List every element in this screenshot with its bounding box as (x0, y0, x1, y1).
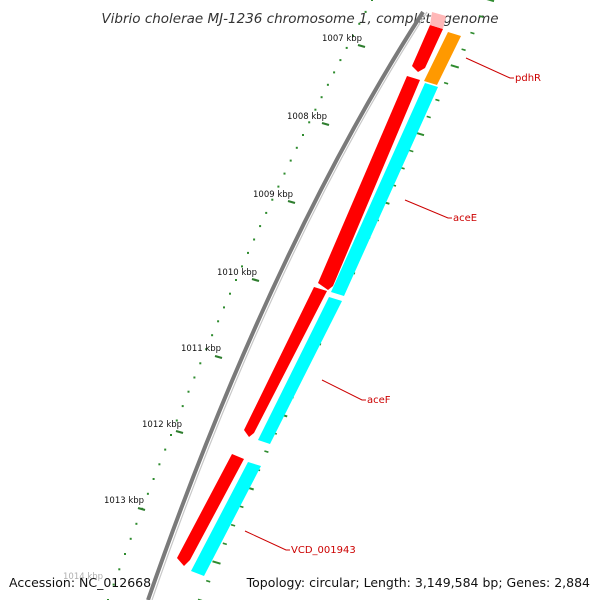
ruler-dot (135, 522, 138, 525)
gene-label-aceE: aceE (453, 213, 477, 224)
gene-labels: pdhR aceE aceF VCD_001943 (291, 73, 541, 556)
ruler-dot (181, 405, 184, 408)
ruler-dot (146, 492, 149, 495)
ruler-dot (259, 225, 262, 228)
ruler-dot (326, 83, 329, 86)
ruler-dot (235, 279, 237, 281)
kbp-label: 1013 kbp (104, 496, 144, 506)
ruler-dot (164, 448, 167, 451)
accession-text: Accession: NC_012668 (9, 575, 152, 590)
ruler-dot (314, 108, 317, 111)
forward-strand-genes (177, 12, 446, 566)
ruler-dot (308, 121, 311, 124)
inner-tick (450, 64, 460, 69)
ruler-dot (217, 320, 220, 323)
ruler-dot (295, 146, 298, 149)
gene-aceE-forward (318, 76, 420, 290)
callout-pdhR (465, 57, 514, 79)
ruler-dot (265, 211, 268, 214)
ruler-dot (302, 134, 304, 136)
ruler-dot (152, 478, 155, 480)
ruler-dot (112, 583, 115, 586)
ruler-dot (371, 0, 373, 1)
kbp-label: 1014 kbp (63, 572, 103, 582)
gene-pdhR-upstream-light (430, 12, 446, 29)
kbp-ticks (137, 43, 366, 512)
kbp-label: 1012 kbp (142, 420, 182, 430)
inner-tick (409, 149, 414, 153)
inner-ticks (197, 0, 495, 600)
gene-aceF-reverse (258, 297, 342, 444)
inner-tick (222, 542, 228, 546)
inner-tick (264, 450, 269, 453)
kbp-label: 1009 kbp (253, 190, 293, 200)
chromosome-backbone (146, 10, 425, 600)
ruler-dots (107, 0, 373, 600)
ruler-dot (223, 306, 225, 309)
inner-tick (486, 0, 495, 3)
gene-VCD_001943-forward (177, 454, 244, 566)
ruler-dot (339, 59, 342, 62)
inner-tick (205, 579, 211, 583)
gene-aceF-forward (244, 287, 327, 437)
gene-VCD_001943-reverse (191, 462, 261, 576)
ruler-dot (364, 10, 367, 13)
inner-tick (435, 98, 440, 102)
gene-label-VCD_001943: VCD_001943 (291, 545, 356, 556)
gene-label-pdhR: pdhR (515, 73, 541, 84)
kbp-label: 1010 kbp (217, 268, 257, 278)
gene-pdhR-upstream-forward (412, 25, 443, 72)
map-title: Vibrio cholerae MJ-1236 chromosome 1, co… (101, 11, 498, 27)
ruler-dot (193, 376, 196, 379)
callout-aceF (321, 379, 366, 401)
inner-tick (470, 31, 475, 35)
inner-tick (212, 560, 221, 565)
ruler-dot (158, 463, 161, 466)
ruler-dot (345, 46, 348, 49)
ruler-dot (283, 172, 286, 175)
kbp-label: 1008 kbp (287, 112, 327, 122)
ruler-dot (277, 185, 280, 188)
gene-label-aceF: aceF (367, 395, 391, 406)
backbone-highlight (151, 11, 428, 600)
callout-VCD_001943 (244, 530, 290, 551)
gene-callouts (244, 57, 514, 551)
ruler-dot (118, 568, 121, 571)
ruler-dot (124, 553, 126, 555)
kbp-label: 1007 kbp (322, 34, 362, 44)
ruler-dot (247, 251, 249, 254)
inner-tick (230, 523, 236, 527)
ruler-dot (187, 390, 190, 393)
ruler-dot (170, 434, 172, 436)
ruler-dot (333, 71, 336, 74)
callout-aceE (404, 199, 452, 219)
inner-tick (461, 48, 466, 52)
inner-tick (415, 131, 425, 137)
ruler-dot (253, 238, 256, 241)
ruler-dot (358, 22, 361, 25)
gene-pdhR (424, 32, 461, 85)
ruler-dot (205, 348, 208, 351)
ruler-dot (199, 362, 202, 365)
ruler-dot (352, 34, 354, 37)
genome-summary-text: Topology: circular; Length: 3,149,584 bp… (246, 575, 590, 590)
ruler-dot (175, 419, 178, 422)
inner-tick (443, 81, 449, 85)
ruler-dot (241, 265, 243, 268)
kbp-labels: 1007 kbp 1008 kbp 1009 kbp 1010 kbp 1011… (63, 34, 362, 582)
ruler-dot (271, 198, 274, 201)
ruler-dot (320, 96, 323, 99)
kbp-label: 1011 kbp (181, 344, 221, 354)
ruler-dot (129, 537, 132, 540)
ruler-dot (229, 292, 231, 295)
ruler-dot (211, 334, 214, 337)
ruler-dot (289, 159, 292, 162)
inner-tick (478, 15, 484, 18)
reverse-strand-genes (191, 32, 461, 576)
inner-tick (426, 115, 431, 119)
gene-aceE-reverse (331, 83, 438, 296)
